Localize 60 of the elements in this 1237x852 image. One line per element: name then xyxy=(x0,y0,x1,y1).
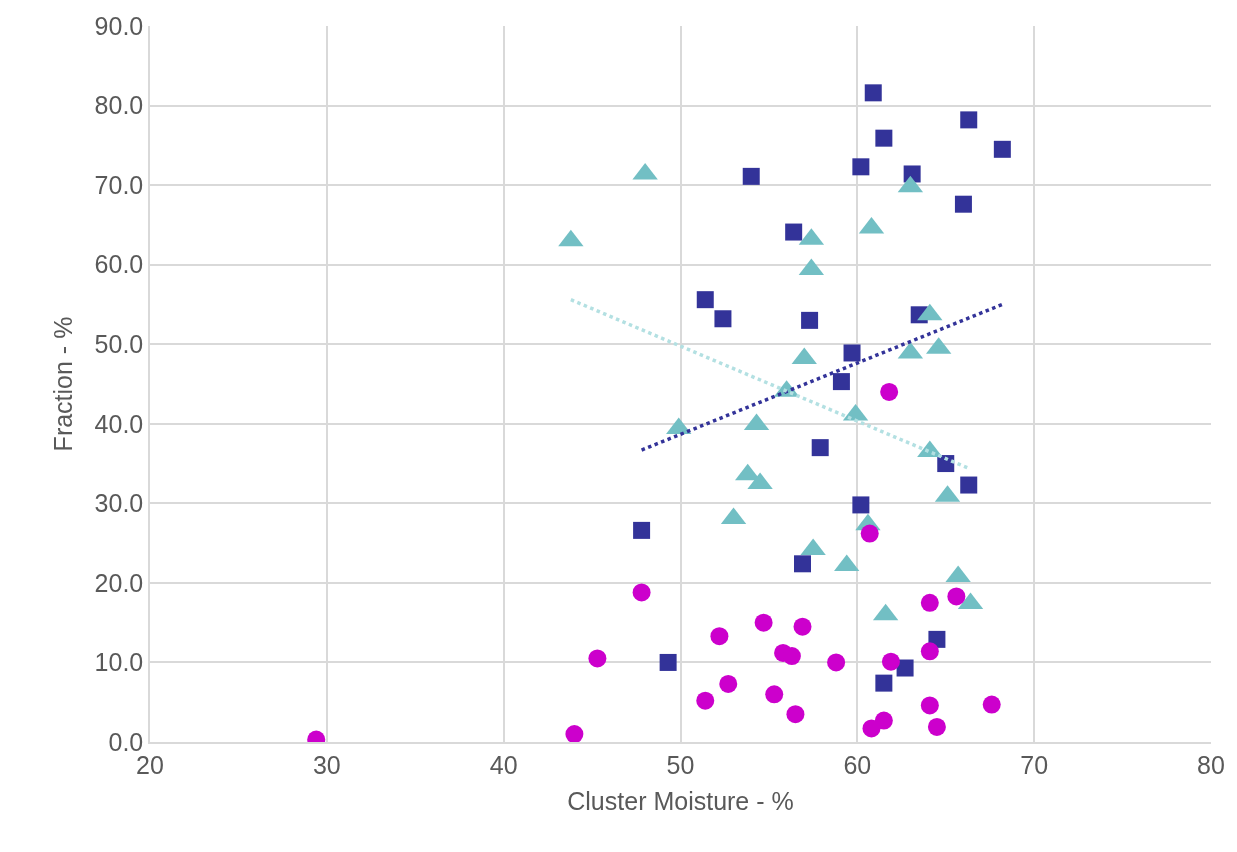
x-axis-title: Cluster Moisture - % xyxy=(567,787,794,816)
point xyxy=(920,593,939,612)
point xyxy=(782,647,801,666)
point xyxy=(875,674,893,692)
point xyxy=(714,310,732,328)
point xyxy=(794,555,812,573)
point xyxy=(920,696,939,715)
point xyxy=(765,685,784,704)
point xyxy=(696,291,714,309)
point xyxy=(719,674,738,693)
x-tick-label: 70 xyxy=(1020,750,1049,779)
point xyxy=(827,653,846,672)
y-tick-label: 60.0 xyxy=(94,250,144,279)
point xyxy=(793,617,812,636)
point xyxy=(565,725,584,742)
y-tick-label: 50.0 xyxy=(94,329,144,358)
y-tick-label: 40.0 xyxy=(94,409,144,438)
point xyxy=(864,84,882,102)
x-tick-label: 60 xyxy=(843,750,872,779)
point xyxy=(843,344,861,362)
point xyxy=(696,691,715,710)
point xyxy=(875,129,893,147)
point xyxy=(947,587,966,606)
point xyxy=(860,524,879,543)
point xyxy=(852,496,870,514)
point xyxy=(852,158,870,176)
point xyxy=(982,695,1001,714)
y-tick-label: 10.0 xyxy=(94,648,144,677)
point xyxy=(881,652,900,671)
y-tick-label: 90.0 xyxy=(94,11,144,40)
point xyxy=(754,613,773,632)
point xyxy=(880,382,899,401)
x-tick-label: 80 xyxy=(1197,750,1225,779)
point xyxy=(896,659,914,677)
point xyxy=(960,476,978,494)
point xyxy=(632,583,651,602)
point xyxy=(785,223,803,241)
y-tick-label: 20.0 xyxy=(94,568,144,597)
point xyxy=(954,195,972,213)
y-tick-label: 70.0 xyxy=(94,170,144,199)
x-tick-label: 30 xyxy=(312,750,341,779)
point xyxy=(811,439,829,457)
point xyxy=(960,111,978,129)
point xyxy=(993,140,1011,158)
y-tick-label: 30.0 xyxy=(94,489,144,518)
x-tick-label: 40 xyxy=(489,750,518,779)
point xyxy=(801,311,819,329)
point xyxy=(927,717,946,736)
y-axis-title: Fraction - % xyxy=(48,316,77,452)
point xyxy=(862,719,881,738)
y-tick-label: 80.0 xyxy=(94,91,144,120)
point xyxy=(786,705,805,724)
point xyxy=(920,642,939,661)
point xyxy=(633,521,651,539)
point xyxy=(742,167,760,185)
point xyxy=(588,649,607,668)
x-tick-label: 50 xyxy=(666,750,695,779)
point xyxy=(710,627,729,646)
point xyxy=(832,373,850,391)
point xyxy=(659,653,677,671)
